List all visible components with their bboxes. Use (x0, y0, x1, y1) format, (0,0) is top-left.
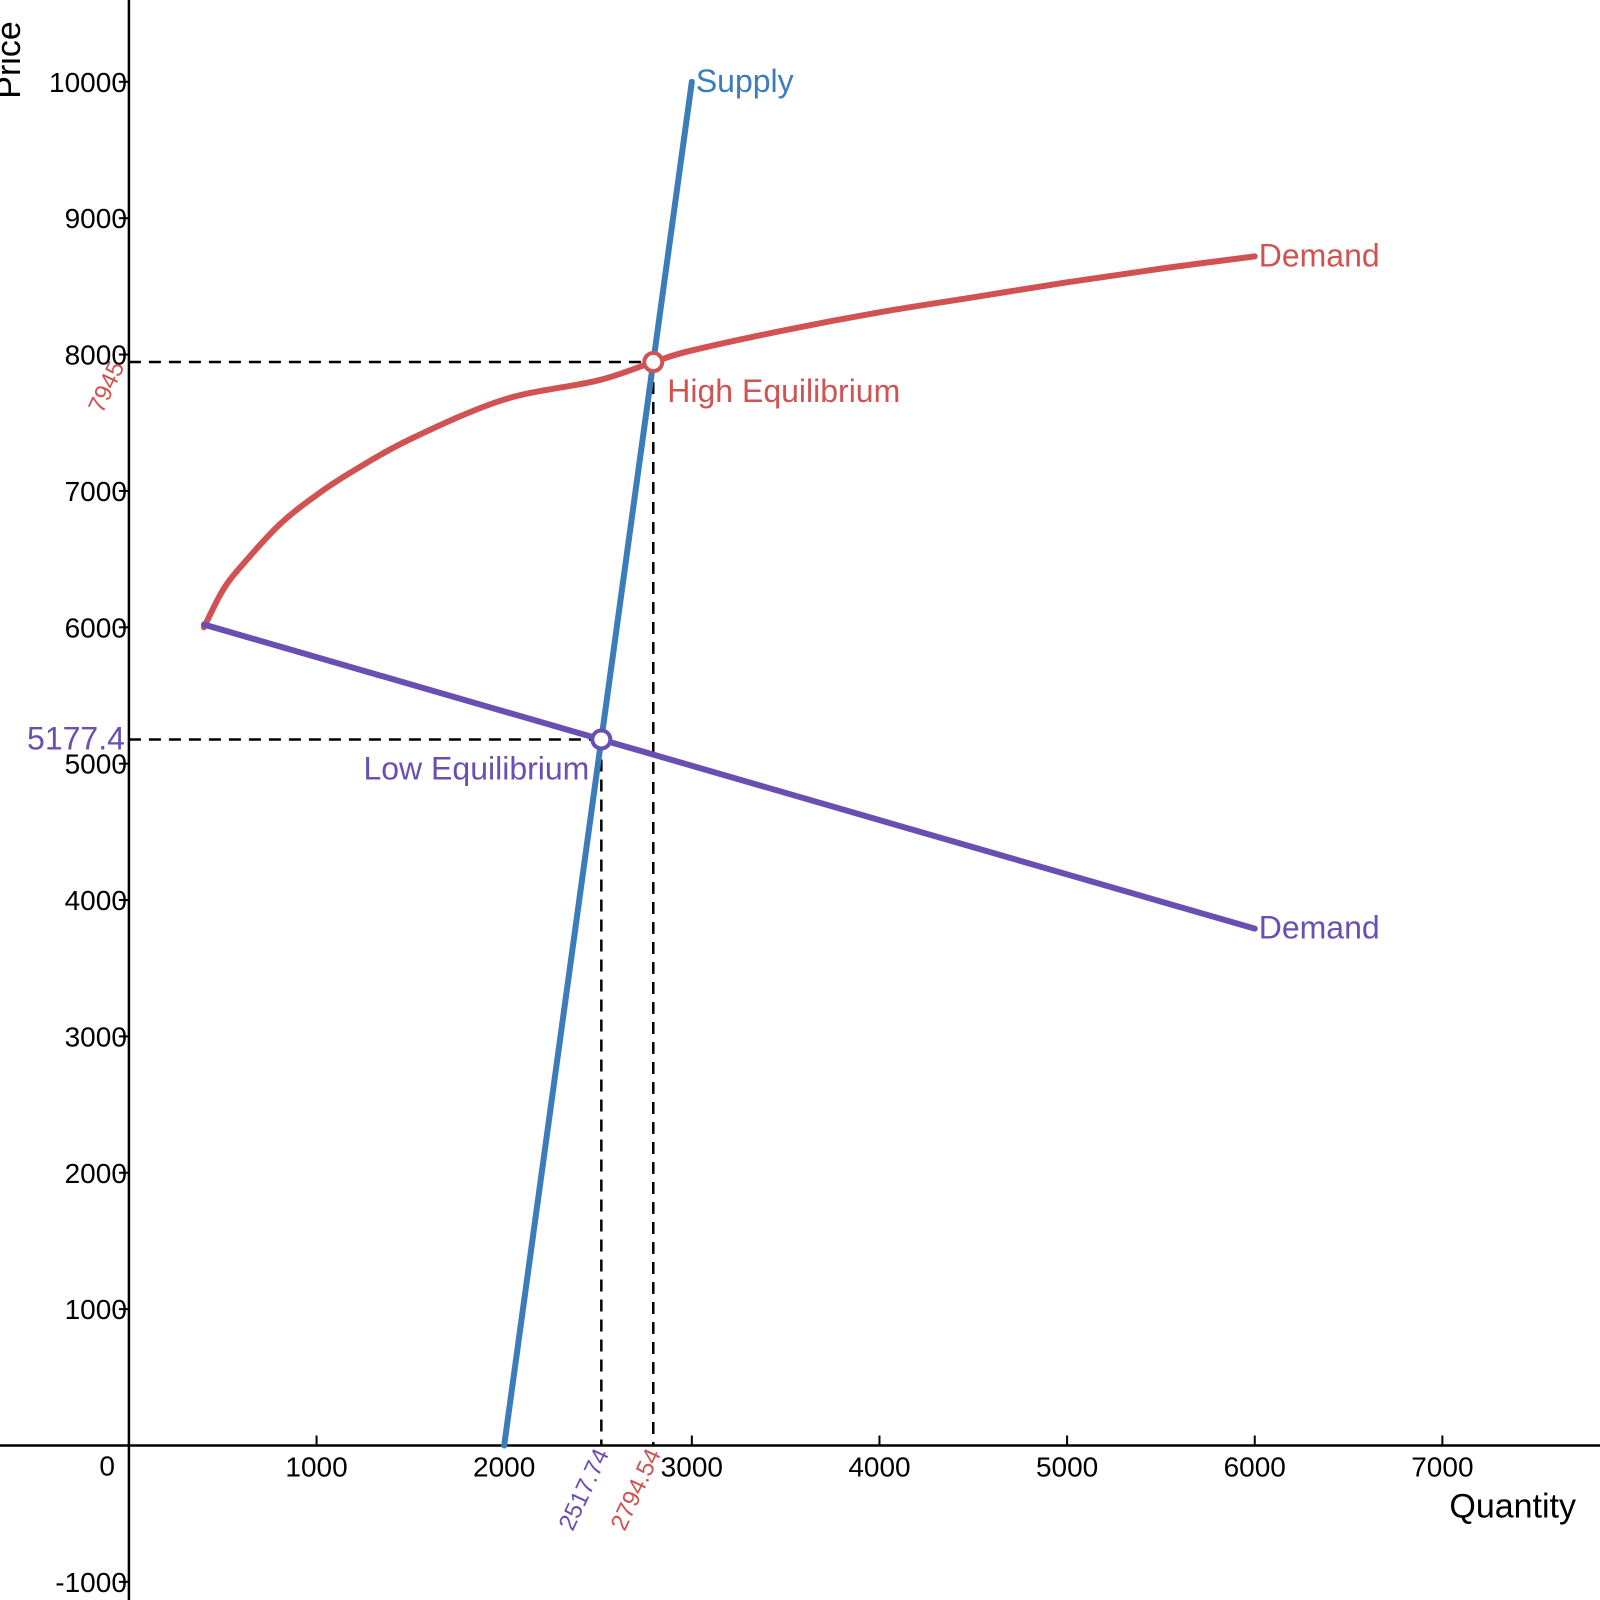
curve-label-demand_low: Demand (1259, 910, 1380, 946)
y-tick-label: 1000 (65, 1294, 127, 1325)
y-tick-label: 6000 (65, 612, 127, 643)
curve-label-demand_high: Demand (1259, 237, 1380, 273)
y-annotation-low: 5177.4 (27, 720, 125, 756)
axis-ticks: 0 1000 2000 3000 4000 5000 6000 7000 -1000 1000 20… (49, 67, 1473, 1598)
x-tick-label: 5000 (1036, 1451, 1098, 1482)
x-annotation-high: 2794.54 (606, 1445, 667, 1535)
equilibrium-label-high: High Equilibrium (667, 373, 900, 409)
x-tick-label-origin: 0 (99, 1450, 115, 1481)
equilibrium-point-high (642, 351, 665, 374)
x-tick-label: 4000 (848, 1451, 910, 1482)
y-tick-label: 2000 (65, 1158, 127, 1189)
curve-supply (501, 78, 695, 1449)
equilibrium-point-low (590, 728, 613, 751)
x-axis-title: Quantity (1449, 1487, 1576, 1525)
y-tick-label: -1000 (55, 1567, 127, 1598)
x-tick-label: 7000 (1411, 1451, 1473, 1482)
x-tick-label: 1000 (285, 1451, 347, 1482)
y-tick-label: 5000 (65, 749, 127, 780)
curve-labels: 79452794.545177.42517.74SupplyDemandDema… (27, 63, 1380, 1535)
equilibrium-points (590, 351, 665, 751)
curve-demand_high (200, 253, 1258, 631)
y-tick-label: 4000 (65, 885, 127, 916)
equilibrium-guides (128, 360, 655, 1446)
curve-demand_low (200, 621, 1258, 932)
x-tick-label: 2000 (473, 1451, 535, 1482)
y-axis-title: Price (0, 21, 28, 98)
y-tick-label: 7000 (65, 476, 127, 507)
y-tick-label: 9000 (65, 203, 127, 234)
y-tick-label: 3000 (65, 1021, 127, 1052)
equilibrium-label-low: Low Equilibrium (363, 750, 589, 786)
x-tick-label: 6000 (1224, 1451, 1286, 1482)
curve-label-supply: Supply (696, 63, 794, 99)
y-tick-label: 10000 (49, 67, 127, 98)
x-tick-label: 3000 (661, 1451, 723, 1482)
curves (200, 78, 1258, 1449)
y-tick-label: 8000 (65, 340, 127, 371)
